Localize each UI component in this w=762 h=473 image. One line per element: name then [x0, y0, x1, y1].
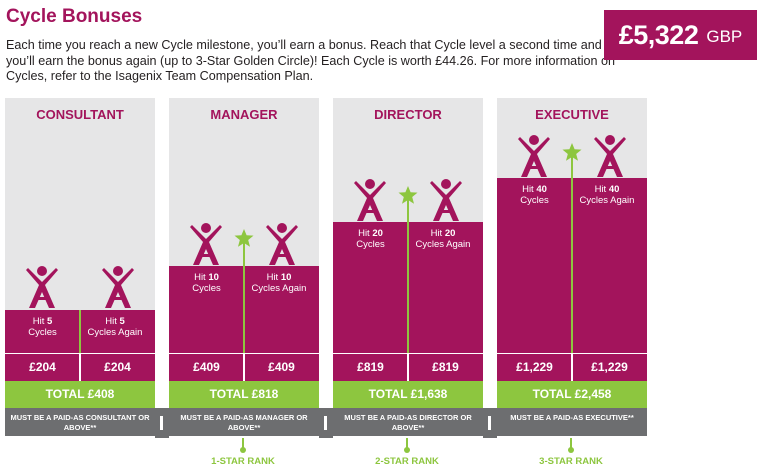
rank-requirement: MUST BE A PAID-AS CONSULTANT OR ABOVE** [5, 408, 155, 436]
column-title: CONSULTANT [36, 107, 124, 122]
bar-divider [243, 238, 245, 353]
rank-connector-2 [406, 438, 408, 450]
hit-cycles-again-label: Hit 20 Cycles Again [415, 228, 471, 250]
bonus-column-manager: MANAGER Hit 10 Cycles Hit 10 Cycles Again … [169, 98, 319, 438]
amount-separator [243, 354, 245, 382]
cheering-person-icon [518, 135, 550, 177]
hit-cycles-again-label: Hit 5 Cycles Again [87, 316, 143, 338]
total-bonus-currency: GBP [706, 27, 743, 46]
hit-cycles-again-label: Hit 40 Cycles Again [579, 184, 635, 206]
bonus-amount-first: £1,229 [516, 360, 553, 374]
cheering-person-icon [430, 179, 462, 221]
bonus-amount-again: £204 [104, 360, 131, 374]
bonus-amounts-row: £204 £204 [5, 353, 155, 382]
column-total: TOTAL £2,458 [497, 381, 647, 408]
hit-cycles-again-label: Hit 10 Cycles Again [251, 272, 307, 294]
column-total: TOTAL £1,638 [333, 381, 483, 408]
rank-label-2-star: 2-STAR RANK [375, 456, 439, 467]
intro-text: Each time you reach a new Cycle mileston… [6, 38, 616, 83]
column-total: TOTAL £818 [169, 381, 319, 408]
bonus-amount-first: £409 [193, 360, 220, 374]
bar-divider [571, 152, 573, 353]
cheering-person-icon [266, 223, 298, 265]
separator-bar [155, 408, 169, 438]
hit-cycles-label: Hit 5 Cycles [28, 316, 57, 338]
rank-dot-3 [568, 447, 574, 453]
cheering-person-icon [354, 179, 386, 221]
hit-cycles-label: Hit 20 Cycles [356, 228, 385, 250]
cheering-person-icon [102, 266, 134, 308]
column-title: EXECUTIVE [535, 107, 609, 122]
star-icon [398, 186, 418, 204]
column-title: MANAGER [210, 107, 278, 122]
star-icon [234, 229, 254, 247]
rank-label-1-star: 1-STAR RANK [211, 456, 275, 467]
hit-cycles-label: Hit 40 Cycles [520, 184, 549, 206]
amount-separator [571, 354, 573, 382]
cheering-person-icon [594, 135, 626, 177]
rank-dot-2 [404, 447, 410, 453]
bar-divider [79, 310, 81, 353]
bonus-amount-again: £1,229 [591, 360, 628, 374]
bonus-amounts-row: £819 £819 [333, 353, 483, 382]
total-bonus-badge: £5,322 GBP [604, 10, 757, 60]
page-title: Cycle Bonuses [6, 6, 143, 27]
bonus-column-executive: EXECUTIVE Hit 40 Cycles Hit 40 Cycles Agai… [497, 98, 647, 438]
bonus-amounts-row: £1,229 £1,229 [497, 353, 647, 382]
hit-cycles-label: Hit 10 Cycles [192, 272, 221, 294]
rank-requirement: MUST BE A PAID-AS EXECUTIVE** [497, 408, 647, 436]
rank-requirement: MUST BE A PAID-AS DIRECTOR OR ABOVE** [333, 408, 483, 436]
bonus-amount-again: £409 [268, 360, 295, 374]
star-icon [562, 143, 582, 161]
total-bonus-amount: £5,322 [618, 19, 699, 50]
rank-dot-1 [240, 447, 246, 453]
column-total: TOTAL £408 [5, 381, 155, 408]
amount-separator [407, 354, 409, 382]
bonus-column-director: DIRECTOR Hit 20 Cycles Hit 20 Cycles Again… [333, 98, 483, 438]
separator-bar [483, 408, 497, 438]
bonus-amount-again: £819 [432, 360, 459, 374]
column-title: DIRECTOR [374, 107, 442, 122]
bonus-amount-first: £819 [357, 360, 384, 374]
separator-bar [319, 408, 333, 438]
rank-connector-3 [570, 438, 572, 450]
amount-separator [79, 354, 81, 382]
bonus-amounts-row: £409 £409 [169, 353, 319, 382]
rank-requirement: MUST BE A PAID-AS MANAGER OR ABOVE** [169, 408, 319, 436]
rank-label-3-star: 3-STAR RANK [539, 456, 603, 467]
bonus-column-consultant: CONSULTANT Hit 5 Cycles Hit 5 Cycles Again… [5, 98, 155, 438]
cheering-person-icon [26, 266, 58, 308]
cheering-person-icon [190, 223, 222, 265]
bonus-amount-first: £204 [29, 360, 56, 374]
bar-divider [407, 195, 409, 353]
rank-connector-1 [242, 438, 244, 450]
